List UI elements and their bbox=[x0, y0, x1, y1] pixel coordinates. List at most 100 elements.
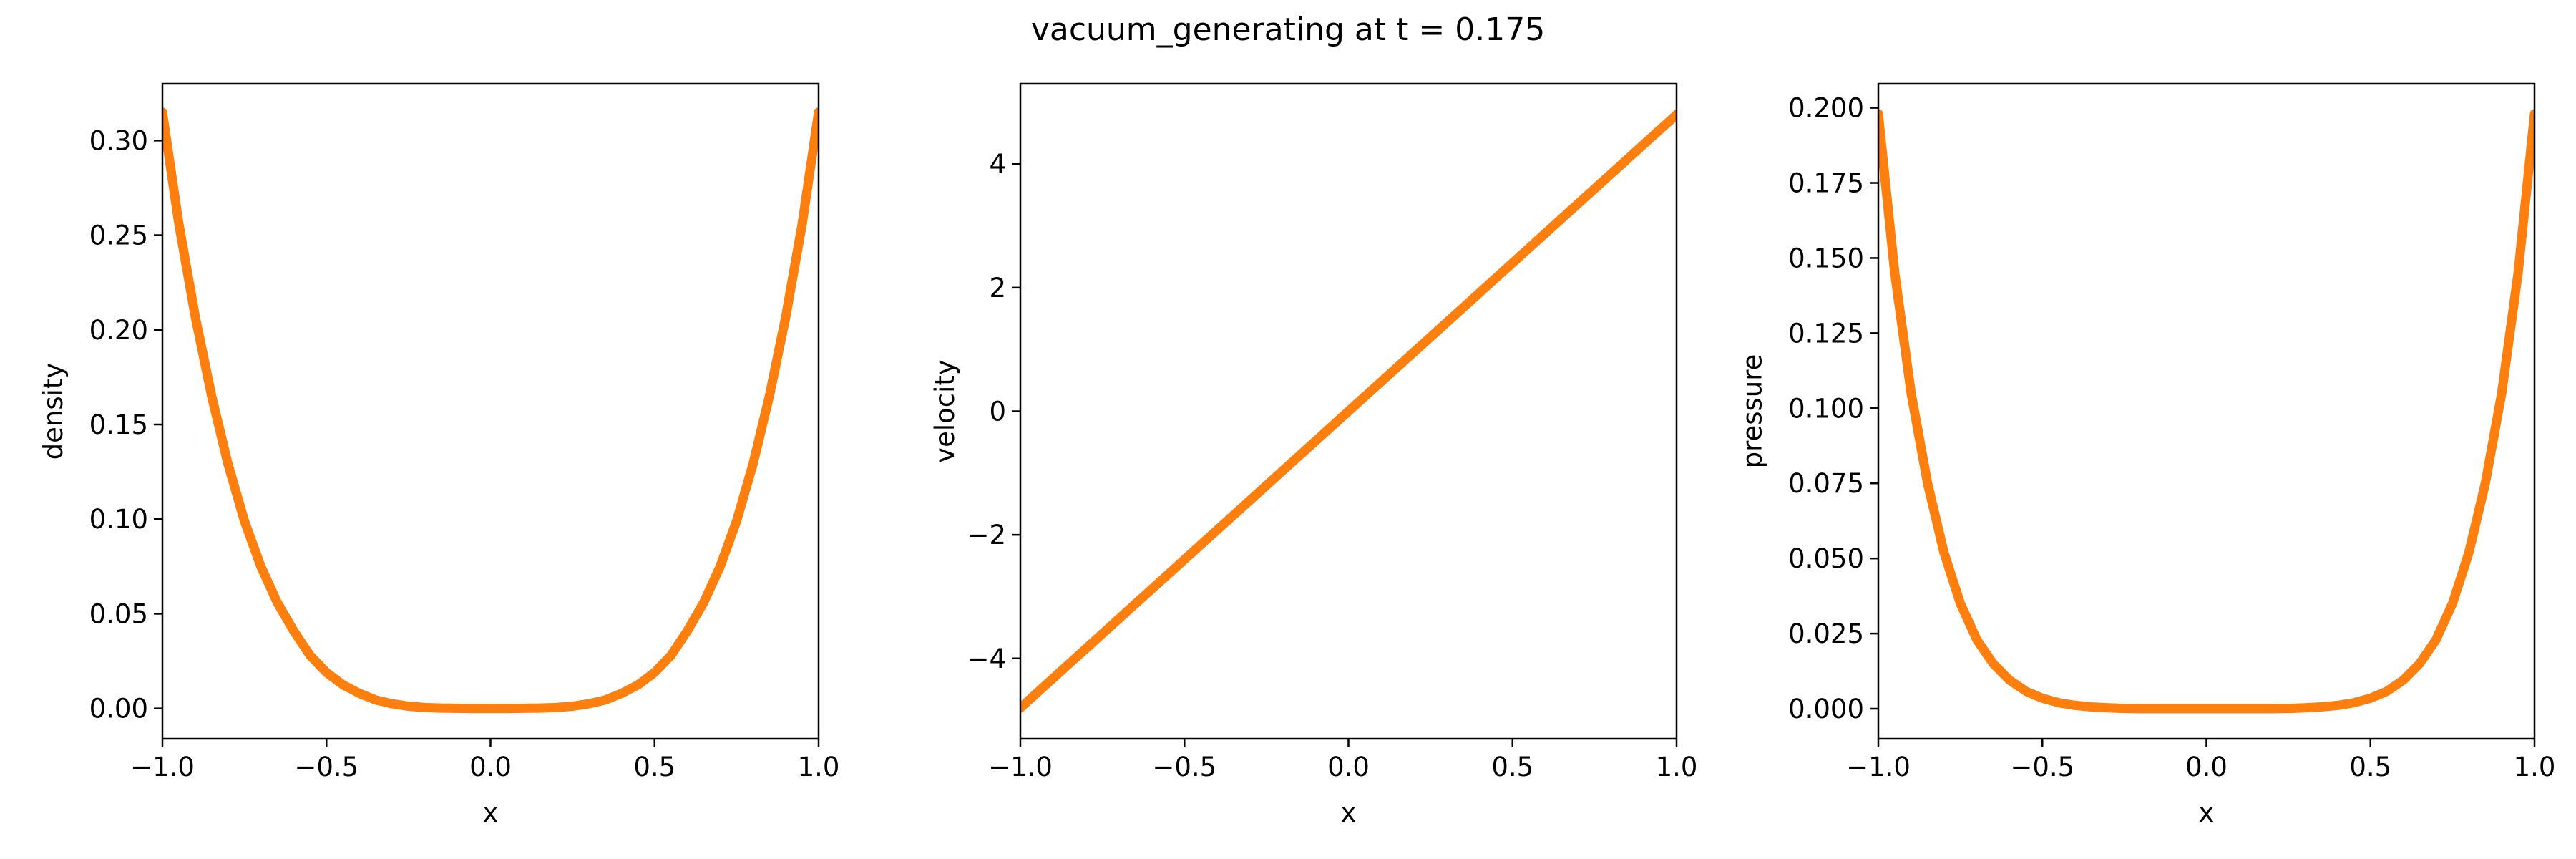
density-data-point bbox=[162, 108, 167, 117]
pressure-xtick-label: 0.0 bbox=[2185, 752, 2228, 782]
density-data-point bbox=[634, 681, 643, 689]
velocity-ytick-label: 0 bbox=[989, 397, 1006, 427]
density-data-point bbox=[781, 312, 790, 321]
velocity-xtick-label: 0.5 bbox=[1491, 752, 1533, 782]
density-data-point bbox=[814, 108, 819, 117]
velocity-xlabel: x bbox=[1341, 797, 1357, 828]
density-ytick-label: 0.05 bbox=[89, 598, 148, 629]
density-data-point bbox=[535, 704, 544, 712]
density-data-point bbox=[257, 562, 265, 571]
velocity-ylabel: velocity bbox=[930, 359, 960, 463]
pressure-ytick-label: 0.075 bbox=[1788, 468, 1864, 499]
velocity-data-point bbox=[1020, 704, 1025, 712]
density-data-point bbox=[404, 702, 413, 711]
density-data-point bbox=[716, 562, 724, 571]
density-data-point bbox=[208, 392, 216, 400]
velocity-panel: −1.0 −0.5 0.0 0.5 1.0 −4 −2 0 2 4 x velocity bbox=[930, 82, 1698, 828]
pressure-data-point bbox=[2251, 704, 2260, 713]
density-data-point bbox=[650, 668, 659, 676]
pressure-data-point bbox=[2530, 110, 2534, 118]
density-xtick-label: 1.0 bbox=[798, 752, 840, 782]
pressure-ytick-label: 0.150 bbox=[1788, 243, 1864, 273]
density-data-point bbox=[175, 220, 183, 228]
density-ytick-label: 0.10 bbox=[89, 504, 148, 535]
density-data-point bbox=[519, 704, 527, 712]
density-data-point bbox=[273, 598, 281, 607]
pressure-data-point bbox=[1956, 599, 1965, 608]
pressure-data-point bbox=[2317, 703, 2326, 712]
pressure-data-point bbox=[2038, 694, 2046, 702]
pressure-data-point bbox=[2104, 704, 2112, 712]
pressure-data-point bbox=[2186, 704, 2195, 713]
pressure-data-point bbox=[1940, 548, 1948, 557]
velocity-xtick-label: 1.0 bbox=[1656, 752, 1698, 782]
pressure-data-point bbox=[2497, 389, 2506, 397]
density-ytick-label: 0.00 bbox=[89, 694, 148, 724]
velocity-ytick-label: 2 bbox=[989, 273, 1006, 304]
density-data-point bbox=[765, 392, 774, 400]
pressure-data-point bbox=[1923, 479, 1932, 487]
density-data-point bbox=[224, 460, 233, 469]
density-data-point bbox=[421, 703, 429, 712]
pressure-data-point bbox=[2514, 268, 2522, 277]
pressure-data-point bbox=[2284, 704, 2293, 713]
pressure-data-point bbox=[1878, 110, 1883, 118]
density-data-point bbox=[487, 704, 494, 713]
pressure-ytick-label: 0.175 bbox=[1788, 168, 1864, 199]
pressure-xlabel: x bbox=[2199, 797, 2215, 828]
pressure-data-point bbox=[1890, 268, 1899, 277]
density-data-point bbox=[306, 651, 314, 660]
pressure-data-point bbox=[2137, 704, 2145, 713]
pressure-data-point bbox=[1973, 635, 1981, 644]
density-xtick-label: 0.5 bbox=[633, 752, 675, 782]
density-data-point bbox=[700, 598, 708, 607]
density-data-point bbox=[371, 696, 380, 704]
density-ylabel: density bbox=[38, 363, 69, 460]
density-ytick-label: 0.20 bbox=[89, 315, 148, 346]
velocity-ytick-label: −2 bbox=[967, 520, 1006, 550]
density-data-point bbox=[748, 460, 757, 469]
pressure-data-point bbox=[2235, 704, 2243, 713]
density-data-point bbox=[338, 681, 347, 689]
density-data-point bbox=[667, 651, 675, 660]
pressure-data-point bbox=[2218, 704, 2227, 713]
pressure-data-point bbox=[2366, 694, 2375, 702]
density-data-point bbox=[322, 668, 331, 676]
density-data-point bbox=[289, 626, 298, 635]
density-data-point bbox=[454, 704, 462, 712]
pressure-data-point bbox=[2071, 701, 2079, 709]
density-data-point bbox=[355, 689, 364, 698]
density-data-point bbox=[618, 689, 626, 698]
density-xtick-label: −1.0 bbox=[130, 752, 195, 782]
density-xtick-label: 0.0 bbox=[469, 752, 512, 782]
pressure-data-point bbox=[2448, 599, 2457, 608]
pressure-data-point bbox=[2383, 687, 2391, 696]
velocity-xtick-label: 0.0 bbox=[1327, 752, 1370, 782]
pressure-ytick-label: 0.125 bbox=[1788, 318, 1864, 349]
pressure-ytick-label: 0.050 bbox=[1788, 543, 1864, 574]
density-data-point bbox=[683, 626, 692, 635]
density-data-point bbox=[502, 704, 511, 713]
pressure-data-point bbox=[1907, 389, 1916, 397]
velocity-ytick-label: 4 bbox=[989, 149, 1006, 180]
pressure-ytick-label: 0.100 bbox=[1788, 393, 1864, 424]
pressure-ytick-label: 0.200 bbox=[1788, 93, 1864, 124]
pressure-xtick-label: −1.0 bbox=[1846, 752, 1911, 782]
velocity-data-point bbox=[1345, 407, 1352, 415]
density-xtick-label: −0.5 bbox=[294, 752, 358, 782]
pressure-data-point bbox=[1989, 659, 1997, 668]
density-data-point bbox=[732, 517, 741, 525]
pressure-data-point bbox=[2005, 676, 2014, 684]
pressure-ylabel: pressure bbox=[1737, 354, 1768, 469]
pressure-ytick-label: 0.000 bbox=[1788, 694, 1864, 724]
pressure-data-point bbox=[2416, 659, 2424, 668]
velocity-ytick-label: −4 bbox=[967, 644, 1006, 674]
pressure-data-point bbox=[2481, 479, 2489, 487]
pressure-xtick-label: −0.5 bbox=[2010, 752, 2074, 782]
density-data-point bbox=[191, 312, 200, 321]
density-data-point bbox=[798, 220, 806, 228]
density-data-point bbox=[437, 704, 446, 712]
density-data-point bbox=[388, 699, 396, 708]
density-ytick-label: 0.15 bbox=[89, 409, 148, 440]
